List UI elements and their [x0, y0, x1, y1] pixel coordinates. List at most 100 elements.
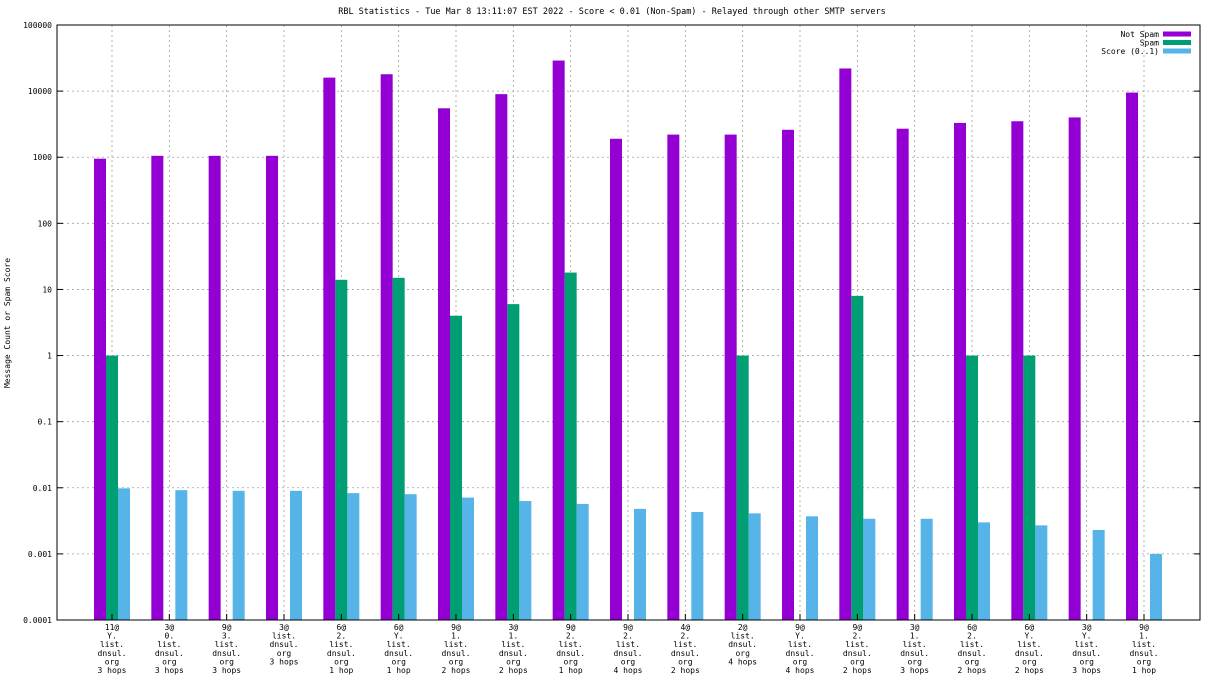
x-tick-label-line: list.: [960, 640, 984, 649]
x-tick-label-line: org: [965, 657, 980, 666]
y-tick-labels: 100000 10000 1000 100 10 1 0.1 0.01 0.001 0.0001: [23, 21, 1200, 625]
x-tick-label-line: Y.: [795, 632, 805, 641]
x-tick-label: 11@ Y. list. dnsul. org 3 hops: [98, 623, 127, 675]
x-tick-label-line: 2 hops: [1015, 666, 1044, 675]
x-tick-label-line: 3@: [509, 623, 519, 632]
x-tick-label: 6@ 2. list. dnsul. org 2 hops: [958, 623, 987, 675]
bar-not-spam: [667, 134, 680, 620]
bar-score-0-1: [519, 501, 532, 620]
x-tick-label-line: list.: [731, 632, 755, 641]
legend-swatch: [1163, 31, 1191, 37]
x-tick-label-line: org: [907, 657, 922, 666]
bar-not-spam: [552, 60, 565, 621]
bar-not-spam: [954, 122, 966, 620]
bar-score-0-1: [978, 522, 990, 620]
bar-not-spam: [323, 77, 336, 620]
x-tick-label-line: 2 hops: [499, 666, 528, 675]
y-tick-label: 100000: [23, 21, 52, 30]
x-tick-label-line: 3 hops: [900, 666, 929, 675]
y-tick-label: 0.1: [38, 418, 53, 427]
x-tick-label-line: 3@: [1082, 623, 1092, 632]
x-tick-label-line: Y.: [107, 632, 117, 641]
bar-not-spam: [151, 155, 164, 620]
x-tick-label-line: dnsul.: [384, 649, 413, 658]
y-tick-label: 10000: [28, 87, 52, 96]
x-tick-label-line: dnsul.: [155, 649, 184, 658]
x-tick-label-line: list.: [559, 640, 583, 649]
x-tick-label-line: 9@: [623, 623, 633, 632]
legend-swatch: [1163, 40, 1191, 45]
x-tick-label-line: list.: [845, 640, 869, 649]
legend-label: Score (0..1): [1101, 47, 1159, 56]
bar-not-spam: [782, 129, 794, 620]
x-tick-label-line: 9@: [1139, 623, 1149, 632]
x-tick-label-line: 2.: [337, 632, 347, 641]
x-tick-label: 6@ Y. list. dnsul. org 2 hops: [1015, 623, 1044, 675]
y-axis-label: Message Count or Spam Score: [3, 258, 12, 388]
bar-spam: [1023, 355, 1036, 620]
x-tick-label-line: 1 hop: [559, 666, 583, 675]
bar-not-spam: [438, 108, 450, 620]
x-tick-label-line: dnsul.: [728, 640, 757, 649]
x-tick-label-line: dnsul.: [442, 649, 471, 658]
x-tick-label-line: list.: [788, 640, 812, 649]
x-tick-label-line: org: [391, 657, 406, 666]
bar-not-spam: [380, 74, 393, 621]
x-tick-label-line: 2 hops: [442, 666, 471, 675]
x-tick-label-line: list.: [387, 640, 411, 649]
x-tick-label: 9@ 1. list. dnsul. org 1 hop: [1130, 623, 1159, 675]
bar-score-0-1: [232, 490, 245, 620]
legend-label: Spam: [1140, 39, 1159, 48]
bar-not-spam: [610, 138, 622, 620]
bar-spam: [392, 277, 405, 620]
x-tick-label-line: dnsul.: [958, 649, 987, 658]
x-tick-label-line: 4 hops: [614, 666, 643, 675]
chart-title: RBL Statistics - Tue Mar 8 13:11:07 EST …: [338, 7, 886, 17]
bar-score-0-1: [290, 490, 302, 620]
bar-score-0-1: [347, 493, 360, 620]
x-tick-label-line: 3@: [910, 623, 920, 632]
x-tick-label-line: 6@: [1025, 623, 1035, 632]
x-tick-label-line: 3 hops: [212, 666, 241, 675]
x-tick-label-line: org: [850, 657, 865, 666]
y-tick-label: 0.0001: [23, 616, 52, 625]
x-tick-label-line: 9@: [795, 623, 805, 632]
x-tick-label-line: 2.: [566, 632, 576, 641]
y-tick-label: 10: [42, 285, 52, 294]
bar-not-spam: [1011, 121, 1024, 620]
x-tick-label-line: list.: [903, 640, 927, 649]
x-tick-label: 9@ 2. list. dnsul. org 4 hops: [614, 623, 643, 675]
bar-not-spam: [839, 68, 852, 621]
x-tick-label-line: Y.: [1082, 632, 1092, 641]
bar-spam: [736, 355, 749, 620]
x-tick-label: 9@ 2. list. dnsul. org 2 hops: [843, 623, 872, 675]
x-tick-label-line: org: [162, 657, 177, 666]
x-tick-label: 9@ 1. list. dnsul. org 2 hops: [442, 623, 471, 675]
x-tick-label-line: list.: [215, 640, 239, 649]
x-tick-label-line: 3@: [279, 623, 289, 632]
x-tick-label-line: 2 hops: [958, 666, 987, 675]
bar-not-spam: [94, 158, 106, 620]
x-tick-label-line: org: [1137, 657, 1152, 666]
x-tick-label-line: 2.: [681, 632, 691, 641]
bar-not-spam: [495, 94, 508, 621]
x-tick-label-line: dnsul.: [327, 649, 356, 658]
legend-swatch: [1163, 48, 1191, 54]
x-tick-label-line: list.: [501, 640, 525, 649]
x-tick-label-line: dnsul.: [212, 649, 241, 658]
bar-score-0-1: [863, 518, 876, 620]
x-tick-label: 3@ Y. list. dnsul. org 3 hops: [1072, 623, 1101, 675]
bar-score-0-1: [462, 497, 474, 620]
x-tick-label: 6@ Y. list. dnsul. org 1 hop: [384, 623, 413, 675]
x-tick-label-line: org: [563, 657, 578, 666]
x-tick-label-line: list.: [329, 640, 353, 649]
bar-score-0-1: [404, 494, 417, 620]
x-tick-label-line: 1.: [451, 632, 461, 641]
x-tick-label-line: list.: [673, 640, 697, 649]
x-tick-label: 9@ 3. list. dnsul. org 3 hops: [212, 623, 241, 675]
bar-not-spam: [266, 155, 278, 620]
y-tick-label: 0.001: [28, 550, 52, 559]
x-tick-label-line: 4 hops: [728, 657, 757, 666]
x-tick-label-line: org: [621, 657, 636, 666]
